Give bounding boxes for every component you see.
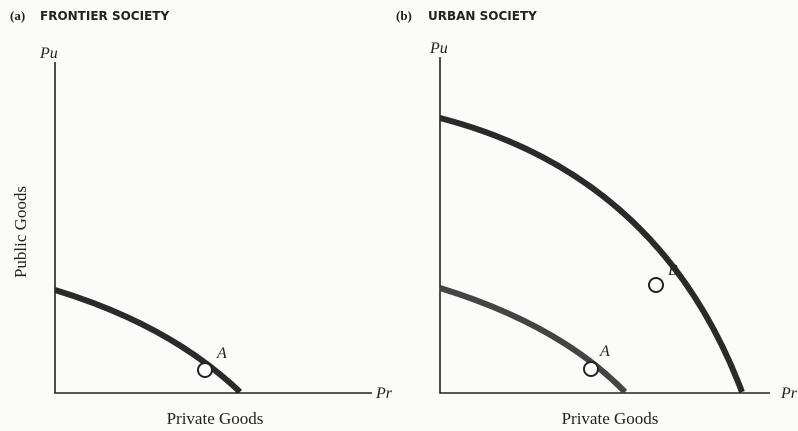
panel-title: URBAN SOCIETY xyxy=(428,9,537,23)
point-label: A xyxy=(599,343,610,360)
panel-label: (b) xyxy=(396,8,412,23)
x-axis-label: Private Goods xyxy=(562,409,659,428)
ppf-curve-inner xyxy=(439,285,628,395)
ppf-curve xyxy=(54,287,243,395)
x-axis-symbol: Pr xyxy=(780,385,798,402)
x-axis-symbol: Pr xyxy=(375,385,393,402)
point xyxy=(197,362,213,378)
y-axis-symbol: Pu xyxy=(39,45,58,62)
panel-title: FRONTIER SOCIETY xyxy=(40,9,169,23)
panel-label: (a) xyxy=(10,8,25,23)
ppf-curve-outer xyxy=(439,115,745,394)
point-label: B xyxy=(668,262,678,279)
axes xyxy=(54,62,372,394)
y-axis-label: Public Goods xyxy=(11,186,30,278)
y-axis-symbol: Pu xyxy=(429,40,448,57)
axes xyxy=(439,57,770,394)
point xyxy=(583,361,599,377)
point-label: A xyxy=(216,345,227,362)
point xyxy=(648,277,664,293)
x-axis-label: Private Goods xyxy=(167,409,264,428)
